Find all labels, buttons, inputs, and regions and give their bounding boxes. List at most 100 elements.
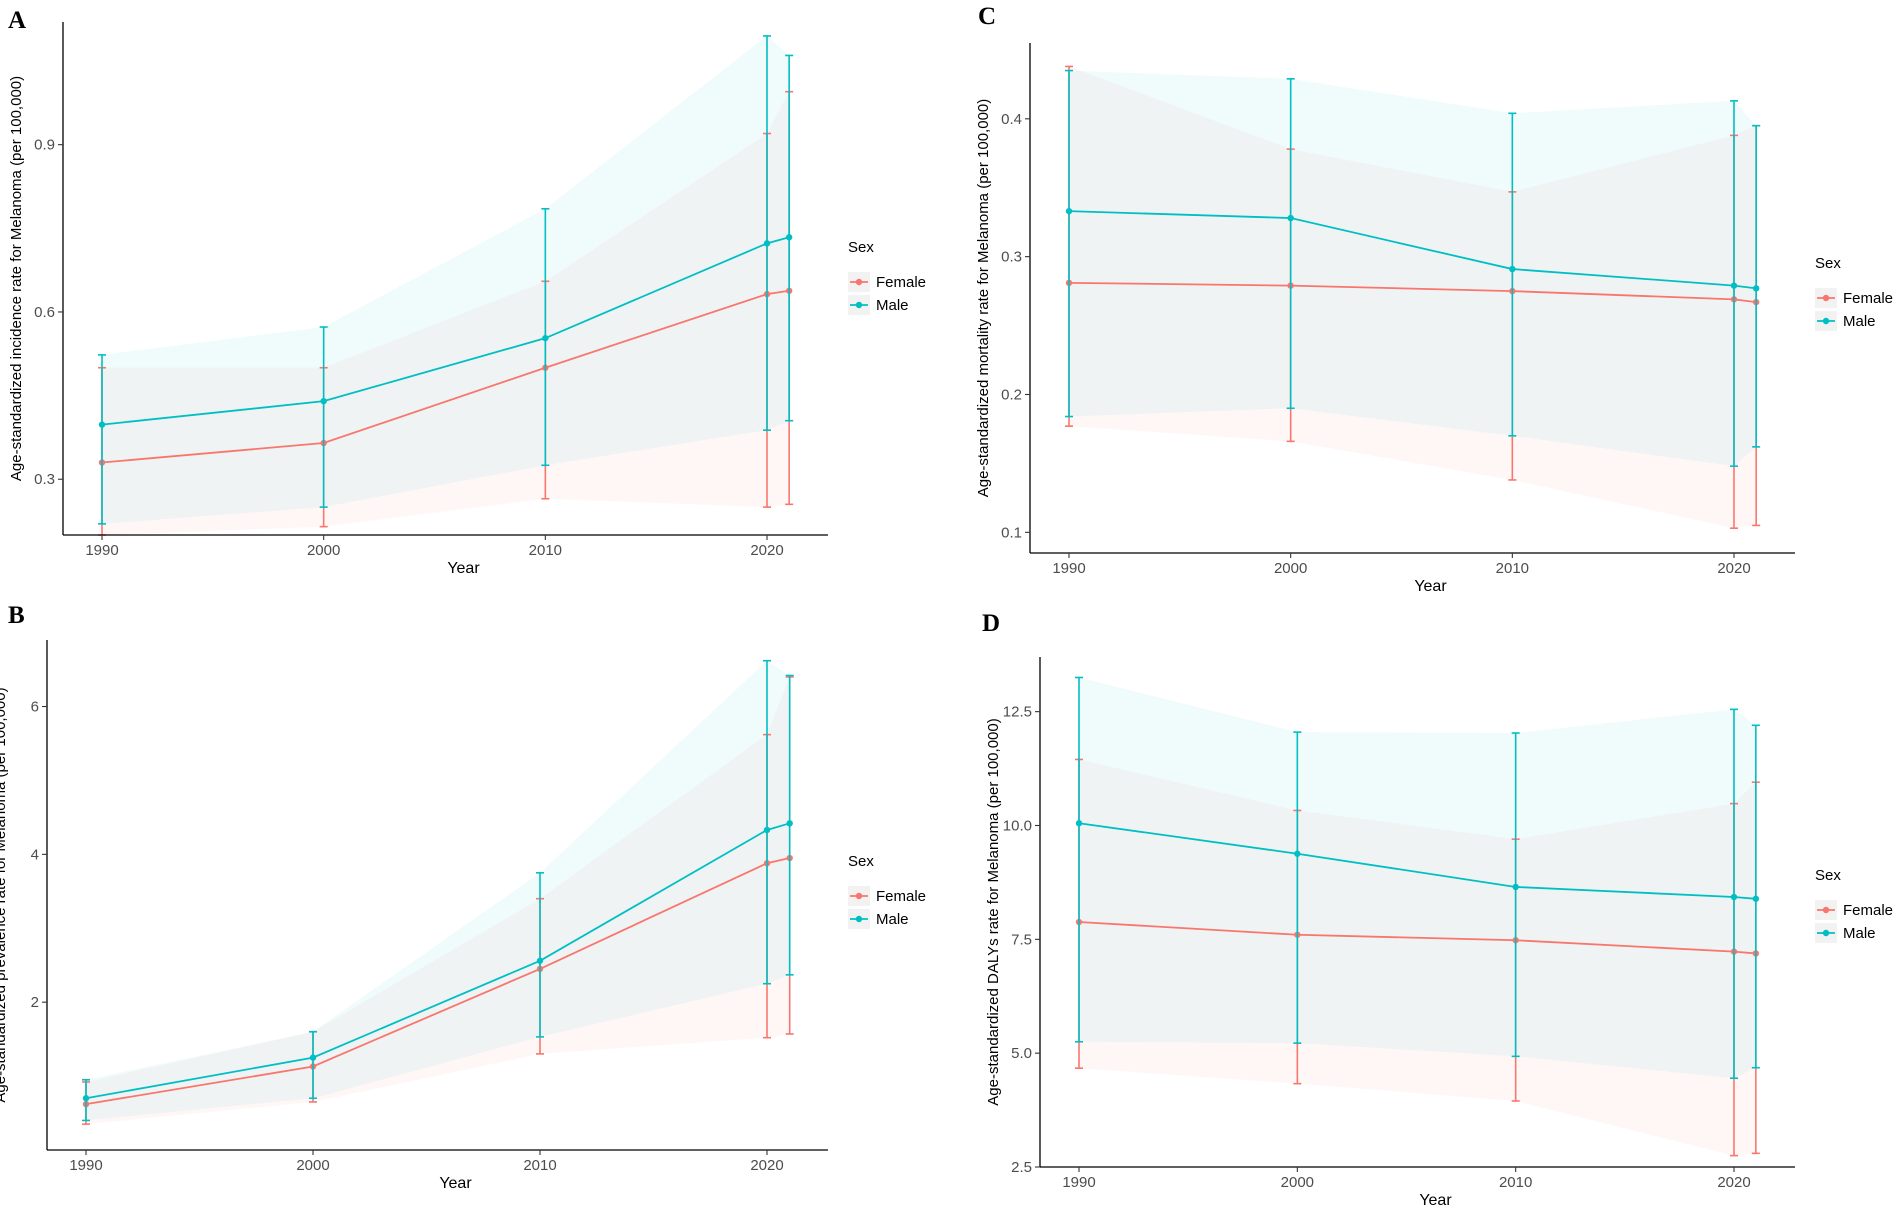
panel-a-y-tick-label: 0.9 (34, 137, 55, 154)
panel-b-male-point (309, 1054, 317, 1061)
panel-c-y-tick-label: 0.1 (1001, 524, 1022, 541)
panel-b-y-tick-label: 4 (31, 846, 39, 863)
panel-b-legend-label-male: Male (876, 911, 909, 928)
panel-b-x-axis-title: Year (439, 1175, 472, 1192)
panel-b-male-errorbar (763, 659, 771, 985)
panel-a-x-tick-label: 2000 (307, 542, 340, 559)
panel-b-female-ribbon (86, 676, 790, 1125)
panel-a-y-tick-label: 0.6 (34, 304, 55, 321)
panel-d-legend-key-point (1822, 929, 1830, 937)
panel-b-legend-label-female: Female (876, 888, 926, 905)
panel-a-x-tick-label: 1990 (85, 542, 118, 559)
panel-d-y-tick-label: 2.5 (1011, 1159, 1032, 1176)
panel-d-letter: D (982, 610, 1000, 637)
panel-c-y-tick-label: 0.3 (1001, 249, 1022, 266)
panel-b-legend: Sex Female Male (848, 853, 926, 929)
panel-d-male-point (1512, 883, 1519, 891)
panel-d-female-ribbon (1079, 759, 1756, 1156)
panel-b-x-tick-label: 2010 (523, 1157, 556, 1174)
panel-a-female-ribbon (102, 91, 790, 536)
panel-d-x-axis-title: Year (1419, 1192, 1452, 1208)
panel-b-legend-title: Sex (848, 853, 874, 870)
panel-a-y-axis-title: Age-standardized incidence rate for Mela… (8, 76, 25, 481)
panel-b-male-ribbon (86, 660, 790, 1121)
panel-b-x-tick-label: 1990 (69, 1157, 102, 1174)
panel-a-letter: A (8, 7, 26, 34)
panel-d-x-tick-label: 2020 (1717, 1174, 1750, 1191)
panel-b-legend-key-point (855, 915, 863, 923)
panel-a-male-errorbar (763, 35, 771, 431)
panel-d-legend-title: Sex (1815, 867, 1841, 884)
panel-b-male-point (763, 826, 771, 834)
panel-a: A 1990 2000 2010 2020 0.3 0.6 0.9 Year Age-standa… (8, 7, 926, 577)
panel-a-x-tick-label: 2020 (750, 542, 783, 559)
panel-b: B 1990 2000 2010 2020 2 4 6 Year Age-standardized… (0, 602, 926, 1192)
panel-c-male-errorbar (1286, 78, 1295, 410)
panel-b-letter: B (8, 602, 25, 629)
panel-d-legend-label-male: Male (1843, 925, 1876, 942)
panel-d-y-tick-label: 5.0 (1011, 1045, 1032, 1062)
panel-d-y-axis-title: Age-standardized DALYs rate for Melanoma… (985, 718, 1002, 1105)
panel-a-legend-label-male: Male (876, 297, 909, 314)
panel-c-male-point (1287, 214, 1294, 222)
panel-c-legend-title: Sex (1815, 255, 1841, 272)
panel-b-male-point (536, 957, 544, 964)
panel-d-x-tick-label: 2000 (1281, 1174, 1314, 1191)
panel-d-male-errorbar (1075, 676, 1083, 1043)
panel-c-male-point (1509, 265, 1516, 273)
panel-c-x-tick-label: 2010 (1496, 560, 1529, 577)
panel-a-male-point (785, 234, 793, 241)
panel-b-male-point (786, 820, 793, 827)
panel-a-male-point (98, 421, 106, 428)
panel-c-x-tick-label: 2000 (1274, 560, 1307, 577)
panel-c: C 1990 2000 2010 2020 0.1 0.2 0.3 0.4 Year Age-sta… (975, 3, 1893, 595)
panel-b-legend-key-point (855, 892, 863, 900)
panel-a-x-tick-label: 2010 (529, 542, 562, 559)
panel-c-y-tick-label: 0.2 (1001, 386, 1022, 403)
panel-a-legend-key-point (855, 301, 863, 309)
panel-d-male-point (1730, 893, 1738, 901)
panel-b-male-errorbar (309, 1030, 317, 1100)
panel-d-male-point (1752, 895, 1760, 902)
panel-d: D 1990 2000 2010 2020 2.5 5.0 7.5 10.0 12.5 Year Ag… (982, 610, 1893, 1208)
panel-a-legend-key-point (855, 278, 863, 286)
panel-a-male-point (320, 397, 327, 405)
panel-d-y-tick-label: 7.5 (1011, 931, 1032, 948)
panel-c-male-point (1730, 282, 1738, 289)
panel-d-y-tick-label: 10.0 (1003, 817, 1032, 834)
panel-c-y-tick-label: 0.4 (1001, 111, 1022, 128)
panel-c-male-point (1752, 285, 1760, 292)
panel-a-male-point (763, 240, 771, 247)
panel-c-letter: C (978, 3, 996, 30)
panel-a-male-point (542, 334, 549, 342)
panel-c-male-errorbar (1065, 69, 1073, 418)
panel-d-x-tick-label: 1990 (1062, 1174, 1095, 1191)
panel-a-x-axis-title: Year (447, 560, 480, 577)
panel-c-y-axis-title: Age-standardized mortality rate for Mela… (975, 99, 992, 498)
panel-c-male-point (1065, 207, 1073, 215)
panel-b-male-errorbar (536, 872, 544, 1038)
panel-d-legend-key-point (1822, 906, 1830, 914)
panel-d-legend-label-female: Female (1843, 902, 1893, 919)
panel-d-legend: Sex Female Male (1815, 867, 1893, 943)
panel-d-male-point (1294, 850, 1301, 857)
panel-c-male-errorbar (1508, 112, 1517, 437)
panel-d-male-errorbar (1511, 732, 1520, 1058)
panel-c-x-tick-label: 1990 (1052, 560, 1085, 577)
panel-a-legend-label-female: Female (876, 274, 926, 291)
panel-b-x-tick-label: 2020 (750, 1157, 783, 1174)
panel-d-male-ribbon (1079, 677, 1756, 1079)
panel-a-legend-title: Sex (848, 239, 874, 256)
panel-d-male-point (1075, 820, 1083, 827)
panel-b-x-tick-label: 2000 (296, 1157, 329, 1174)
panel-b-male-point (82, 1095, 90, 1102)
panel-c-female-ribbon (1069, 66, 1757, 529)
panel-d-x-tick-label: 2010 (1499, 1174, 1532, 1191)
panel-c-x-tick-label: 2020 (1717, 560, 1750, 577)
panel-c-male-ribbon (1069, 70, 1757, 467)
panel-a-male-ribbon (102, 35, 790, 524)
panel-d-male-errorbar (1293, 731, 1302, 1044)
panel-c-legend-label-male: Male (1843, 313, 1876, 330)
panel-c-legend: Sex Female Male (1815, 255, 1893, 331)
